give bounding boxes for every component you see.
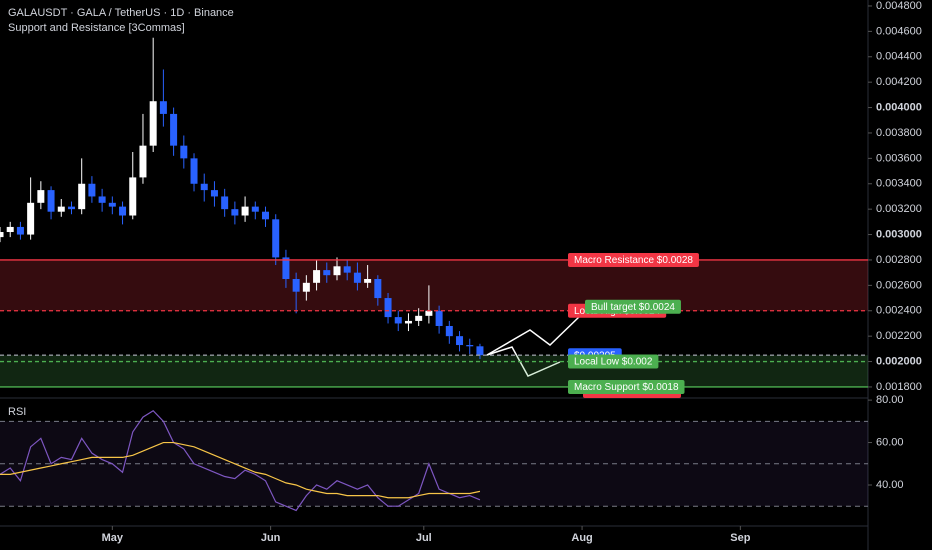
candle-body <box>425 310 433 316</box>
y-tick-label: 0.004600 <box>876 25 922 37</box>
annotation-label-box <box>585 299 681 314</box>
candle-body <box>251 206 259 212</box>
candle-body <box>88 183 96 197</box>
candle-body <box>466 345 474 347</box>
y-tick-label: 60.00 <box>876 436 904 448</box>
zone <box>0 259 868 311</box>
chart-title: GALAUSDT · GALA / TetherUS · 1D · Binanc… <box>8 7 234 19</box>
candle-body <box>180 145 188 159</box>
level-label-text: Macro Support $0.0018 <box>574 382 679 393</box>
level-label: Local Low $0.002 <box>568 354 659 369</box>
candle-body <box>47 190 55 212</box>
candle-body <box>231 209 239 216</box>
y-tick-label: 0.001800 <box>876 381 922 393</box>
y-tick-label: 0.002800 <box>876 254 922 266</box>
candle-body <box>476 346 484 356</box>
candle-body <box>98 196 106 203</box>
candle-body <box>394 317 402 324</box>
candle-body <box>282 257 290 280</box>
x-tick-label: Sep <box>730 532 750 544</box>
candle-body <box>108 202 116 207</box>
candle-body <box>445 325 453 337</box>
candle-body <box>149 101 157 146</box>
candle-body <box>16 226 24 235</box>
candle-body <box>404 320 412 324</box>
y-tick-label: 0.002000 <box>876 355 922 367</box>
x-tick-label: Aug <box>571 532 592 544</box>
candle-body <box>333 266 341 276</box>
y-tick-label: 0.004200 <box>876 76 922 88</box>
candle-body <box>27 202 35 235</box>
annotation-label-text: Bull target $0.0024 <box>591 302 675 313</box>
candle-body <box>210 190 218 197</box>
candle-body <box>78 183 86 210</box>
level-label-box <box>568 354 659 369</box>
candle-body <box>313 270 321 283</box>
candle-body <box>435 310 443 326</box>
y-tick-label: 0.003800 <box>876 127 922 139</box>
candle-body <box>456 336 464 346</box>
rsi-line <box>0 409 481 512</box>
candle-body <box>129 177 137 216</box>
candle-body <box>159 101 167 114</box>
y-tick-label: 0.003000 <box>876 228 922 240</box>
candle-body <box>139 145 147 178</box>
y-tick-label: 0.003400 <box>876 178 922 190</box>
y-tick-label: 0.004400 <box>876 51 922 63</box>
candle-body <box>6 226 14 233</box>
level-label-box <box>568 379 685 394</box>
rsi-title: RSI <box>8 406 26 418</box>
candle-body <box>353 272 361 283</box>
rsi-line <box>0 441 481 499</box>
candle-body <box>200 183 208 191</box>
candle-body <box>57 206 65 212</box>
candle-body <box>67 206 75 210</box>
candle-body <box>190 158 198 184</box>
x-tick-label: Jul <box>416 532 432 544</box>
y-tick-label: 80.00 <box>876 394 904 406</box>
level-label: Macro Support $0.0018 <box>568 379 685 394</box>
y-tick-label: 0.004000 <box>876 101 922 113</box>
zone <box>0 355 868 387</box>
x-tick-label: May <box>102 532 124 544</box>
level-label: Macro Resistance $0.0028 <box>568 252 699 267</box>
candle-body <box>262 211 270 220</box>
y-tick-label: 0.003600 <box>876 152 922 164</box>
candle-body <box>292 279 300 292</box>
candle-body <box>323 270 331 276</box>
y-tick-label: 0.004800 <box>876 0 922 12</box>
x-tick-label: Jun <box>261 532 281 544</box>
y-tick-label: 0.002600 <box>876 279 922 291</box>
candle-body <box>343 266 351 273</box>
candle-body <box>37 190 45 203</box>
y-tick-label: 0.002400 <box>876 305 922 317</box>
candle-body <box>241 206 249 216</box>
projection-bull <box>486 315 581 356</box>
candle-body <box>302 282 310 292</box>
candle-body <box>119 206 127 216</box>
candle-body <box>384 298 392 318</box>
level-label-text: Macro Resistance $0.0028 <box>574 255 693 266</box>
level-label-box <box>568 252 699 267</box>
candle-body <box>272 219 280 258</box>
candle-body <box>415 315 423 321</box>
y-tick-label: 40.00 <box>876 479 904 491</box>
indicator-title: Support and Resistance [3Commas] <box>8 22 185 34</box>
candle-body <box>221 196 229 210</box>
level-label-text: Local Low $0.002 <box>574 357 653 368</box>
annotation-label: Bull target $0.0024 <box>585 299 681 314</box>
y-tick-label: 0.002200 <box>876 330 922 342</box>
candle-body <box>374 279 382 299</box>
candle-body <box>364 279 372 283</box>
candle-body <box>0 232 4 238</box>
candle-body <box>170 113 178 146</box>
y-tick-label: 0.003200 <box>876 203 922 215</box>
